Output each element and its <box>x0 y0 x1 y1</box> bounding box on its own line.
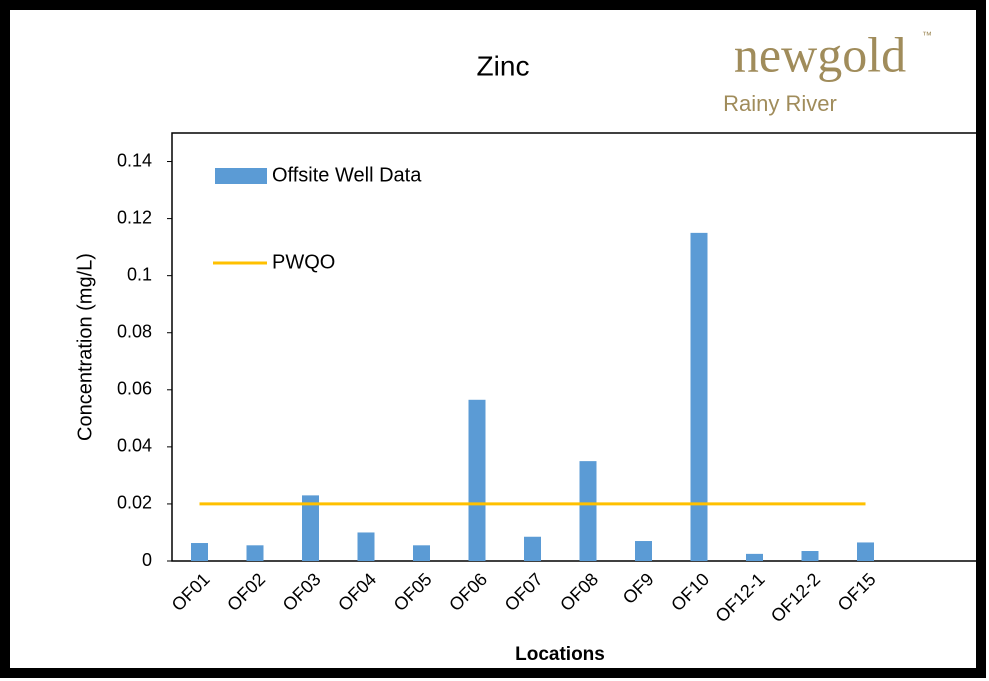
legend-swatch <box>215 168 267 184</box>
logo-name: newgold <box>734 26 906 82</box>
bar <box>746 553 763 561</box>
chart-title: Zinc <box>477 50 530 81</box>
logo-mark: ™ <box>922 31 932 42</box>
bar <box>635 541 652 561</box>
legend-label: PWQO <box>272 251 335 273</box>
bar <box>302 495 319 561</box>
y-tick-label: 0.1 <box>127 264 152 284</box>
bar <box>246 545 264 561</box>
y-tick-label: 0.12 <box>117 207 152 227</box>
bar <box>191 543 208 561</box>
bar <box>357 532 375 561</box>
bar <box>524 536 541 561</box>
x-axis-label: Locations <box>515 644 605 665</box>
y-axis-label: Concentration (mg/L) <box>74 253 96 441</box>
bar <box>857 542 874 561</box>
y-tick-label: 0.04 <box>117 436 152 456</box>
y-tick-label: 0 <box>142 550 152 570</box>
y-tick-label: 0.06 <box>117 379 152 399</box>
y-tick-label: 0.02 <box>117 493 152 513</box>
bar <box>468 399 486 561</box>
bar <box>579 461 597 561</box>
legend-label: Offsite Well Data <box>272 164 422 186</box>
y-tick-label: 0.14 <box>117 150 152 170</box>
y-tick-label: 0.08 <box>117 321 152 341</box>
bar <box>801 551 819 561</box>
logo-subtitle: Rainy River <box>723 91 837 116</box>
bar <box>690 232 708 561</box>
bar <box>413 545 430 561</box>
plot-area <box>171 132 978 562</box>
